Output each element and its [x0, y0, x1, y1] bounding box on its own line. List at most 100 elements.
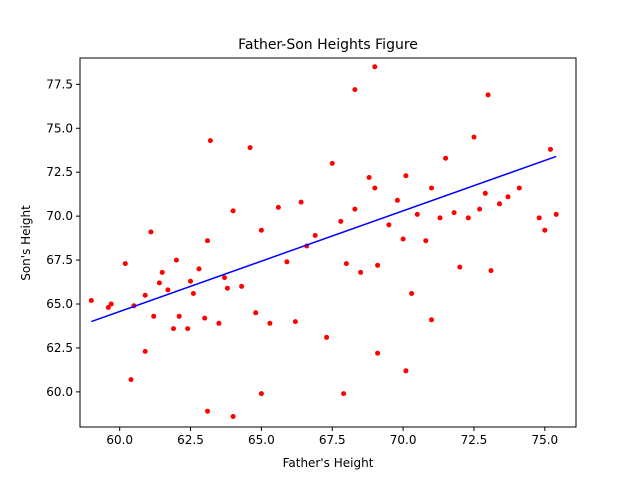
- data-point: [188, 278, 193, 284]
- data-point: [216, 320, 222, 326]
- data-point: [451, 210, 457, 216]
- data-point: [165, 287, 171, 293]
- data-point: [352, 206, 358, 212]
- x-tick-label: 65.0: [248, 433, 275, 447]
- data-point: [196, 266, 202, 272]
- data-point: [482, 190, 488, 196]
- data-point: [239, 283, 245, 289]
- data-point: [224, 285, 230, 291]
- data-point: [497, 201, 502, 207]
- chart-title: Father-Son Heights Figure: [238, 37, 418, 53]
- data-point: [230, 414, 236, 419]
- data-point: [536, 215, 542, 221]
- y-tick-label: 72.5: [46, 165, 73, 179]
- data-point: [553, 211, 559, 217]
- x-tick-label: 62.5: [177, 433, 204, 447]
- x-tick-label: 75.0: [531, 433, 558, 447]
- data-point: [324, 334, 330, 340]
- data-point: [142, 348, 148, 354]
- data-point: [258, 227, 264, 233]
- data-point: [429, 185, 434, 191]
- data-point: [142, 292, 148, 298]
- data-point: [414, 211, 420, 217]
- x-tick-label: 72.5: [461, 433, 488, 447]
- data-point: [358, 269, 364, 275]
- y-tick-label: 65.0: [46, 297, 73, 311]
- data-point: [88, 298, 94, 303]
- data-point: [372, 185, 378, 191]
- y-tick-label: 67.5: [46, 253, 73, 267]
- data-point: [542, 227, 548, 233]
- data-point: [156, 280, 162, 286]
- data-point: [400, 236, 406, 242]
- data-point: [253, 310, 259, 316]
- data-point: [403, 368, 409, 374]
- data-point: [247, 145, 253, 151]
- data-point: [548, 146, 553, 152]
- data-point: [275, 204, 281, 210]
- x-tick-label: 60.0: [106, 433, 133, 447]
- data-point: [190, 291, 196, 296]
- data-point: [352, 87, 358, 93]
- y-axis-label: Son's Height: [19, 205, 33, 281]
- data-point: [222, 275, 227, 281]
- plot-area: [88, 64, 559, 419]
- x-axis-label: Father's Height: [283, 456, 374, 470]
- x-tick-label: 67.5: [319, 433, 346, 447]
- data-point: [394, 197, 400, 203]
- data-point: [284, 259, 290, 265]
- data-point: [465, 215, 471, 221]
- data-point: [477, 206, 483, 212]
- data-point: [105, 305, 111, 310]
- data-point: [159, 269, 165, 275]
- data-point: [488, 268, 494, 274]
- data-point: [108, 301, 114, 307]
- data-point: [148, 229, 154, 235]
- data-point: [429, 317, 434, 323]
- data-point: [202, 315, 208, 321]
- data-point: [122, 261, 128, 267]
- data-point: [267, 320, 273, 326]
- data-point: [375, 262, 381, 268]
- data-point: [292, 319, 298, 325]
- data-point: [403, 173, 409, 179]
- data-point: [176, 313, 182, 319]
- y-tick-label: 62.5: [46, 341, 73, 355]
- data-point: [471, 134, 477, 140]
- data-point: [329, 160, 335, 166]
- data-point: [485, 92, 491, 98]
- data-point: [505, 194, 511, 200]
- y-tick-label: 60.0: [46, 385, 73, 399]
- data-point: [151, 313, 157, 319]
- data-point: [386, 222, 392, 228]
- data-point: [312, 233, 318, 238]
- x-axis: 60.0 62.5 65.0 67.5 70.0 72.5 75.0: [106, 427, 558, 447]
- data-point: [372, 64, 378, 70]
- data-point: [341, 391, 347, 397]
- data-point: [409, 291, 415, 296]
- data-point: [230, 208, 236, 214]
- data-point: [437, 215, 443, 221]
- data-point: [171, 326, 176, 332]
- data-point: [343, 261, 349, 267]
- data-point: [258, 391, 264, 397]
- axes-frame: [79, 57, 577, 428]
- data-point: [207, 138, 213, 144]
- data-point: [516, 185, 522, 191]
- data-point: [205, 408, 210, 414]
- data-point: [173, 257, 179, 263]
- y-tick-label: 75.0: [46, 121, 73, 135]
- data-point: [185, 326, 191, 332]
- regression-line: [91, 155, 557, 323]
- data-point: [298, 199, 304, 205]
- y-tick-label: 77.5: [46, 77, 73, 91]
- data-point: [375, 350, 381, 356]
- data-point: [128, 377, 134, 383]
- data-point: [443, 155, 449, 161]
- y-tick-label: 70.0: [46, 209, 73, 223]
- data-point: [366, 175, 372, 180]
- data-point: [457, 264, 463, 270]
- data-point: [423, 238, 429, 244]
- data-point: [338, 218, 344, 224]
